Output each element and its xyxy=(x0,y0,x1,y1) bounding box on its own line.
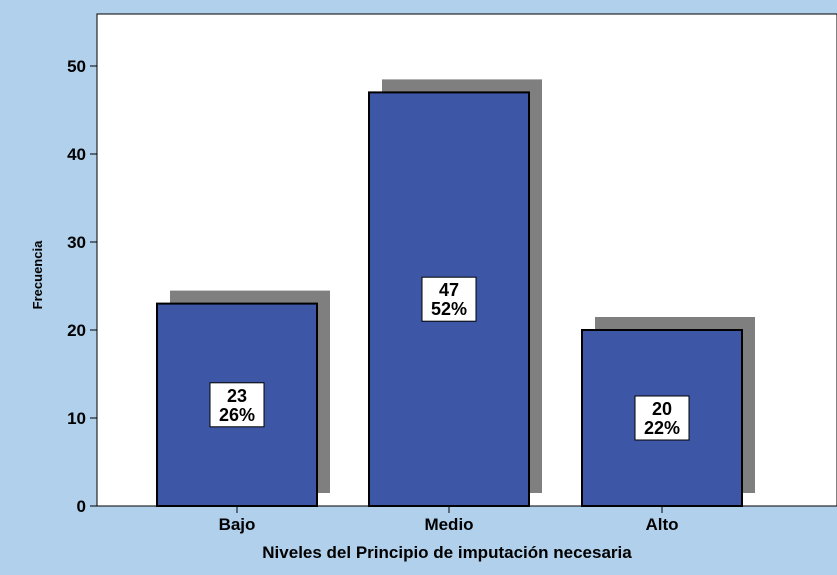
y-tick-label: 0 xyxy=(77,497,86,516)
y-tick-label: 50 xyxy=(67,57,86,76)
y-tick-label: 30 xyxy=(67,233,86,252)
y-tick-label: 20 xyxy=(67,321,86,340)
data-label-percent: 22% xyxy=(644,418,680,438)
y-tick-label: 10 xyxy=(67,409,86,428)
y-axis-title: Frecuencia xyxy=(30,240,45,309)
data-label-count: 20 xyxy=(652,399,672,419)
x-tick-label: Medio xyxy=(424,515,473,534)
x-tick-label: Bajo xyxy=(219,515,256,534)
data-label-box xyxy=(421,276,477,322)
data-label-percent: 26% xyxy=(219,405,255,425)
data-label-box xyxy=(634,395,690,441)
y-axis-ticks: 0 10 20 30 40 50 xyxy=(67,57,97,516)
data-label-percent: 52% xyxy=(431,299,467,319)
y-tick-label: 40 xyxy=(67,145,86,164)
data-label-count: 47 xyxy=(439,280,459,300)
x-tick-label: Alto xyxy=(645,515,678,534)
data-label-count: 23 xyxy=(227,386,247,406)
data-label-box xyxy=(209,382,265,428)
x-axis-title: Niveles del Principio de imputación nece… xyxy=(262,543,632,562)
x-axis-ticks: Bajo Medio Alto xyxy=(219,506,679,534)
